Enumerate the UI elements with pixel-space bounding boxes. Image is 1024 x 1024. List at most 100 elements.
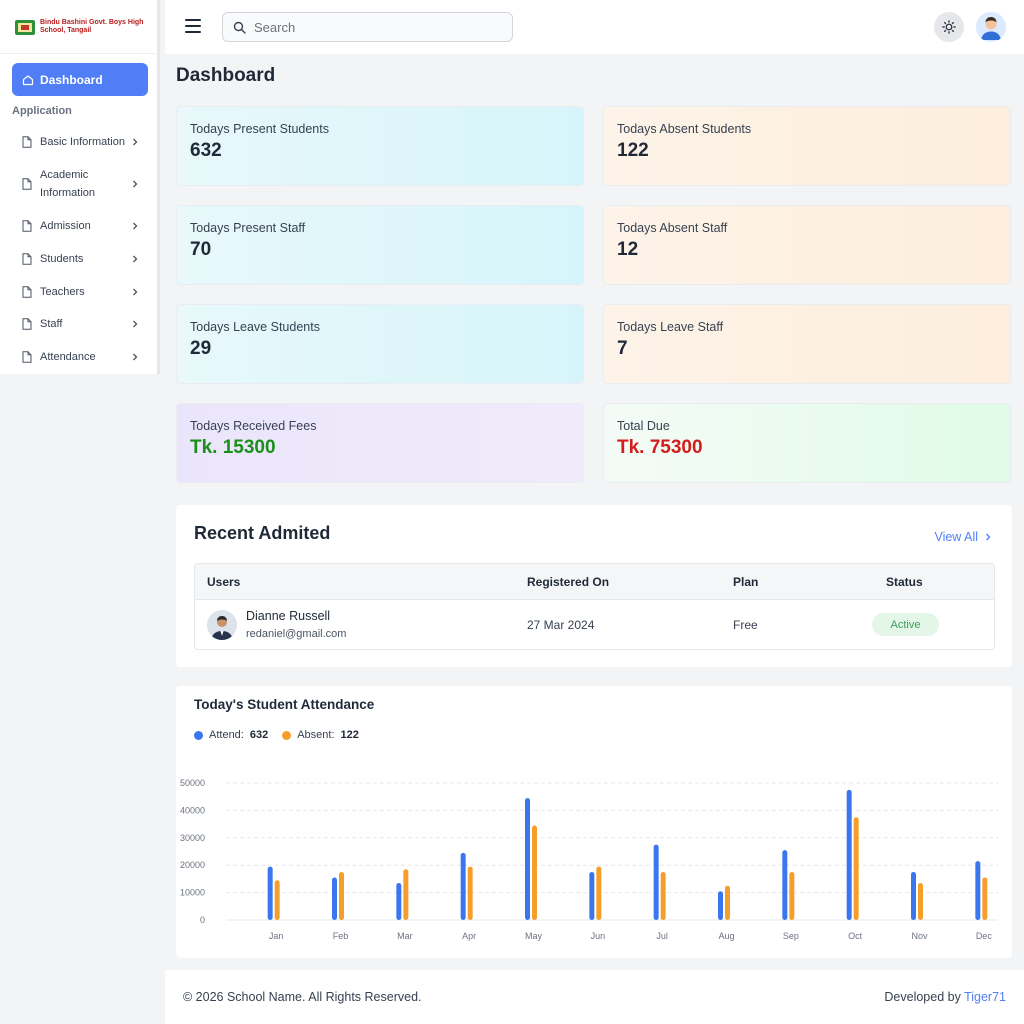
- legend-value: 632: [249, 729, 269, 741]
- stat-label: Todays Leave Students: [190, 320, 320, 334]
- view-all-label: View All: [934, 530, 978, 544]
- bar-attend-feb: [332, 877, 337, 920]
- stat-card-absent-students: Todays Absent Students 122: [603, 106, 1011, 186]
- stat-label: Todays Absent Students: [617, 122, 752, 136]
- stat-label: Total Due: [617, 419, 670, 433]
- bar-attend-jun: [589, 872, 595, 920]
- attendance-chart-panel: Today's Student Attendance Attend: 632 A…: [176, 686, 1012, 958]
- registered-on-value: 27 Mar 2024: [527, 618, 595, 632]
- sidebar-item-label: Attendance: [40, 351, 96, 363]
- sidebar-item-admission[interactable]: Admission: [22, 217, 140, 235]
- school-name: Bindu Bashini Govt. Boys High School, Ta…: [40, 18, 144, 34]
- theme-toggle-button[interactable]: [934, 12, 964, 42]
- y-tick-label: 30000: [180, 833, 205, 843]
- sidebar-section-label: Application: [12, 105, 72, 117]
- sidebar-item-academic-information[interactable]: Academic Information: [22, 166, 140, 202]
- sidebar-item-students[interactable]: Students: [22, 250, 140, 268]
- bar-absent-may: [532, 825, 537, 920]
- bar-attend-oct: [846, 789, 852, 920]
- chevron-right-icon: [133, 288, 138, 296]
- avatar: [207, 610, 237, 640]
- sidebar-item-attendance[interactable]: Attendance: [22, 348, 140, 366]
- view-all-link[interactable]: View All: [934, 530, 992, 544]
- bar-attend-aug: [718, 891, 723, 920]
- x-tick-label: Dec: [976, 931, 993, 941]
- stat-label: Todays Leave Staff: [617, 320, 724, 334]
- chevron-right-icon: [133, 255, 138, 263]
- bar-absent-jul: [660, 872, 666, 920]
- attendance-bar-chart: 0 10000 20000 30000 40000 50000 Jan Feb Mar Apr Ma…: [180, 778, 998, 941]
- recent-admitted-table: Users Registered On Plan Status Dianne R…: [194, 563, 995, 650]
- stat-card-present-students: Todays Present Students 632: [176, 106, 584, 186]
- sidebar-item-label: Teachers: [40, 286, 85, 298]
- sidebar-item-label: Admission: [40, 220, 91, 232]
- legend-item-absent[interactable]: Absent: 122: [282, 729, 359, 741]
- brand-logo[interactable]: Bindu Bashini Govt. Boys High School, Ta…: [0, 0, 157, 54]
- user-avatar-button[interactable]: [976, 12, 1006, 42]
- recent-admitted-panel: Recent Admited View All Users Registered…: [176, 505, 1012, 667]
- hamburger-icon: [185, 19, 201, 21]
- menu-toggle-button[interactable]: [185, 19, 201, 33]
- stat-card-leave-students: Todays Leave Students 29: [176, 304, 584, 384]
- user-name: Dianne Russell: [246, 609, 331, 623]
- stat-label: Todays Absent Staff: [617, 221, 728, 235]
- user-email: redaniel@gmail.com: [246, 628, 347, 640]
- document-icon: [22, 318, 32, 330]
- school-logo-icon: [15, 19, 35, 35]
- x-tick-label: Jun: [591, 931, 606, 941]
- stat-value: Tk. 75300: [617, 437, 703, 458]
- bar-absent-feb: [339, 872, 344, 920]
- sidebar-item-label: Dashboard: [40, 72, 103, 87]
- bar-absent-sep: [789, 872, 795, 920]
- developer-link[interactable]: Tiger71: [964, 990, 1006, 1004]
- legend-label: Attend:: [209, 729, 244, 741]
- x-tick-label: Oct: [848, 931, 863, 941]
- developer-prefix: Developed by: [884, 990, 965, 1004]
- search-input[interactable]: [254, 19, 494, 35]
- x-tick-label: Jul: [656, 931, 668, 941]
- column-header-status: Status: [886, 575, 923, 589]
- y-tick-label: 0: [200, 915, 205, 925]
- legend-item-attend[interactable]: Attend: 632: [194, 729, 268, 741]
- bar-attend-sep: [782, 850, 788, 920]
- document-icon: [22, 136, 32, 148]
- table-row[interactable]: Dianne Russell redaniel@gmail.com 27 Mar…: [195, 600, 994, 649]
- x-tick-label: Nov: [911, 931, 928, 941]
- x-tick-label: Aug: [718, 931, 734, 941]
- recent-admitted-title: Recent Admited: [194, 523, 331, 543]
- sidebar-item-dashboard[interactable]: Dashboard: [12, 63, 148, 96]
- chevron-right-icon: [986, 533, 991, 541]
- x-tick-label: Sep: [783, 931, 799, 941]
- bar-absent-apr: [467, 866, 473, 920]
- y-tick-label: 50000: [180, 778, 205, 788]
- bar-attend-apr: [460, 852, 466, 920]
- sidebar-item-label: Academic Information: [40, 169, 96, 199]
- search-icon: [233, 21, 246, 34]
- sun-icon: [942, 20, 956, 34]
- bar-attend-nov: [911, 872, 916, 920]
- sidebar-item-staff[interactable]: Staff: [22, 315, 140, 333]
- stat-label: Todays Present Staff: [190, 221, 306, 235]
- search-box[interactable]: [222, 12, 513, 42]
- sidebar-item-label: Staff: [40, 318, 63, 330]
- bar-attend-jul: [653, 844, 659, 920]
- stat-value: 12: [617, 239, 639, 260]
- sidebar-item-basic-information[interactable]: Basic Information: [22, 133, 140, 151]
- page-title: Dashboard: [176, 65, 276, 86]
- sidebar-item-teachers[interactable]: Teachers: [22, 283, 140, 301]
- status-badge: Active: [872, 613, 939, 636]
- x-tick-label: Apr: [462, 931, 476, 941]
- stat-value: 70: [190, 239, 212, 260]
- hamburger-icon-line: [185, 31, 201, 33]
- column-header-registered-on: Registered On: [527, 575, 610, 589]
- stat-value: 29: [190, 338, 212, 359]
- stat-label: Todays Present Students: [190, 122, 329, 136]
- document-icon: [22, 178, 32, 190]
- chevron-right-icon: [133, 138, 138, 146]
- bar-absent-dec: [982, 877, 988, 920]
- document-icon: [22, 220, 32, 232]
- document-icon: [22, 286, 32, 298]
- stat-value: 122: [617, 140, 649, 161]
- copyright-text: © 2026 School Name. All Rights Reserved.: [183, 990, 422, 1004]
- bar-attend-dec: [975, 861, 981, 920]
